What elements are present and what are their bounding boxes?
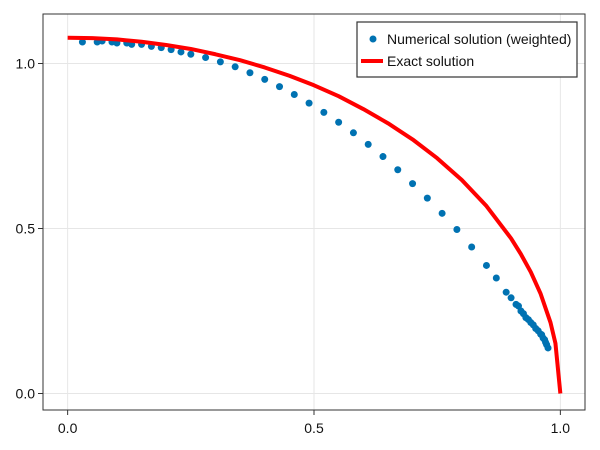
numerical-solution-point xyxy=(544,344,552,352)
exact-solution-series xyxy=(67,35,563,394)
legend: Numerical solution (weighted) Exact solu… xyxy=(356,21,578,78)
numerical-solution-point xyxy=(202,54,210,62)
numerical-solution-series xyxy=(78,37,552,352)
numerical-solution-point xyxy=(453,225,461,233)
legend-label-exact: Exact solution xyxy=(387,53,474,69)
numerical-solution-point xyxy=(438,209,446,217)
numerical-solution-point xyxy=(246,69,254,77)
numerical-solution-point xyxy=(187,50,195,58)
legend-label-numerical: Numerical solution (weighted) xyxy=(387,31,571,47)
numerical-solution-point xyxy=(290,91,298,99)
x-axis-ticks: 0.0 0.5 1.0 xyxy=(58,410,570,436)
legend-box xyxy=(356,21,578,78)
numerical-solution-point xyxy=(468,243,476,251)
numerical-solution-point xyxy=(349,129,357,137)
grid-lines xyxy=(43,14,585,410)
numerical-solution-point xyxy=(78,38,86,46)
numerical-solution-point xyxy=(276,83,284,91)
numerical-solution-point xyxy=(320,108,328,116)
numerical-solution-point xyxy=(216,58,224,66)
numerical-solution-point xyxy=(507,294,515,302)
numerical-solution-point xyxy=(492,274,500,282)
numerical-solution-point xyxy=(177,48,185,56)
numerical-solution-point xyxy=(423,194,431,202)
x-tick-label: 0.0 xyxy=(58,420,78,436)
y-axis-ticks: 0.0 0.5 1.0 xyxy=(16,56,43,402)
exact-solution-line xyxy=(67,35,563,394)
numerical-solution-point xyxy=(305,99,313,107)
y-tick-label: 0.0 xyxy=(16,386,36,402)
y-tick-label: 0.5 xyxy=(16,221,36,237)
x-tick-label: 1.0 xyxy=(551,420,571,436)
numerical-solution-point xyxy=(409,180,417,188)
numerical-solution-point xyxy=(231,63,239,71)
numerical-solution-point xyxy=(335,118,343,126)
numerical-solution-point xyxy=(379,153,387,161)
numerical-solution-point xyxy=(482,261,490,269)
numerical-solution-point xyxy=(364,140,372,148)
numerical-solution-point xyxy=(502,288,510,296)
numerical-solution-point xyxy=(394,166,402,174)
numerical-solution-point xyxy=(261,75,269,83)
legend-marker-numerical xyxy=(369,35,377,43)
y-tick-label: 1.0 xyxy=(16,56,36,72)
x-tick-label: 0.5 xyxy=(304,420,324,436)
